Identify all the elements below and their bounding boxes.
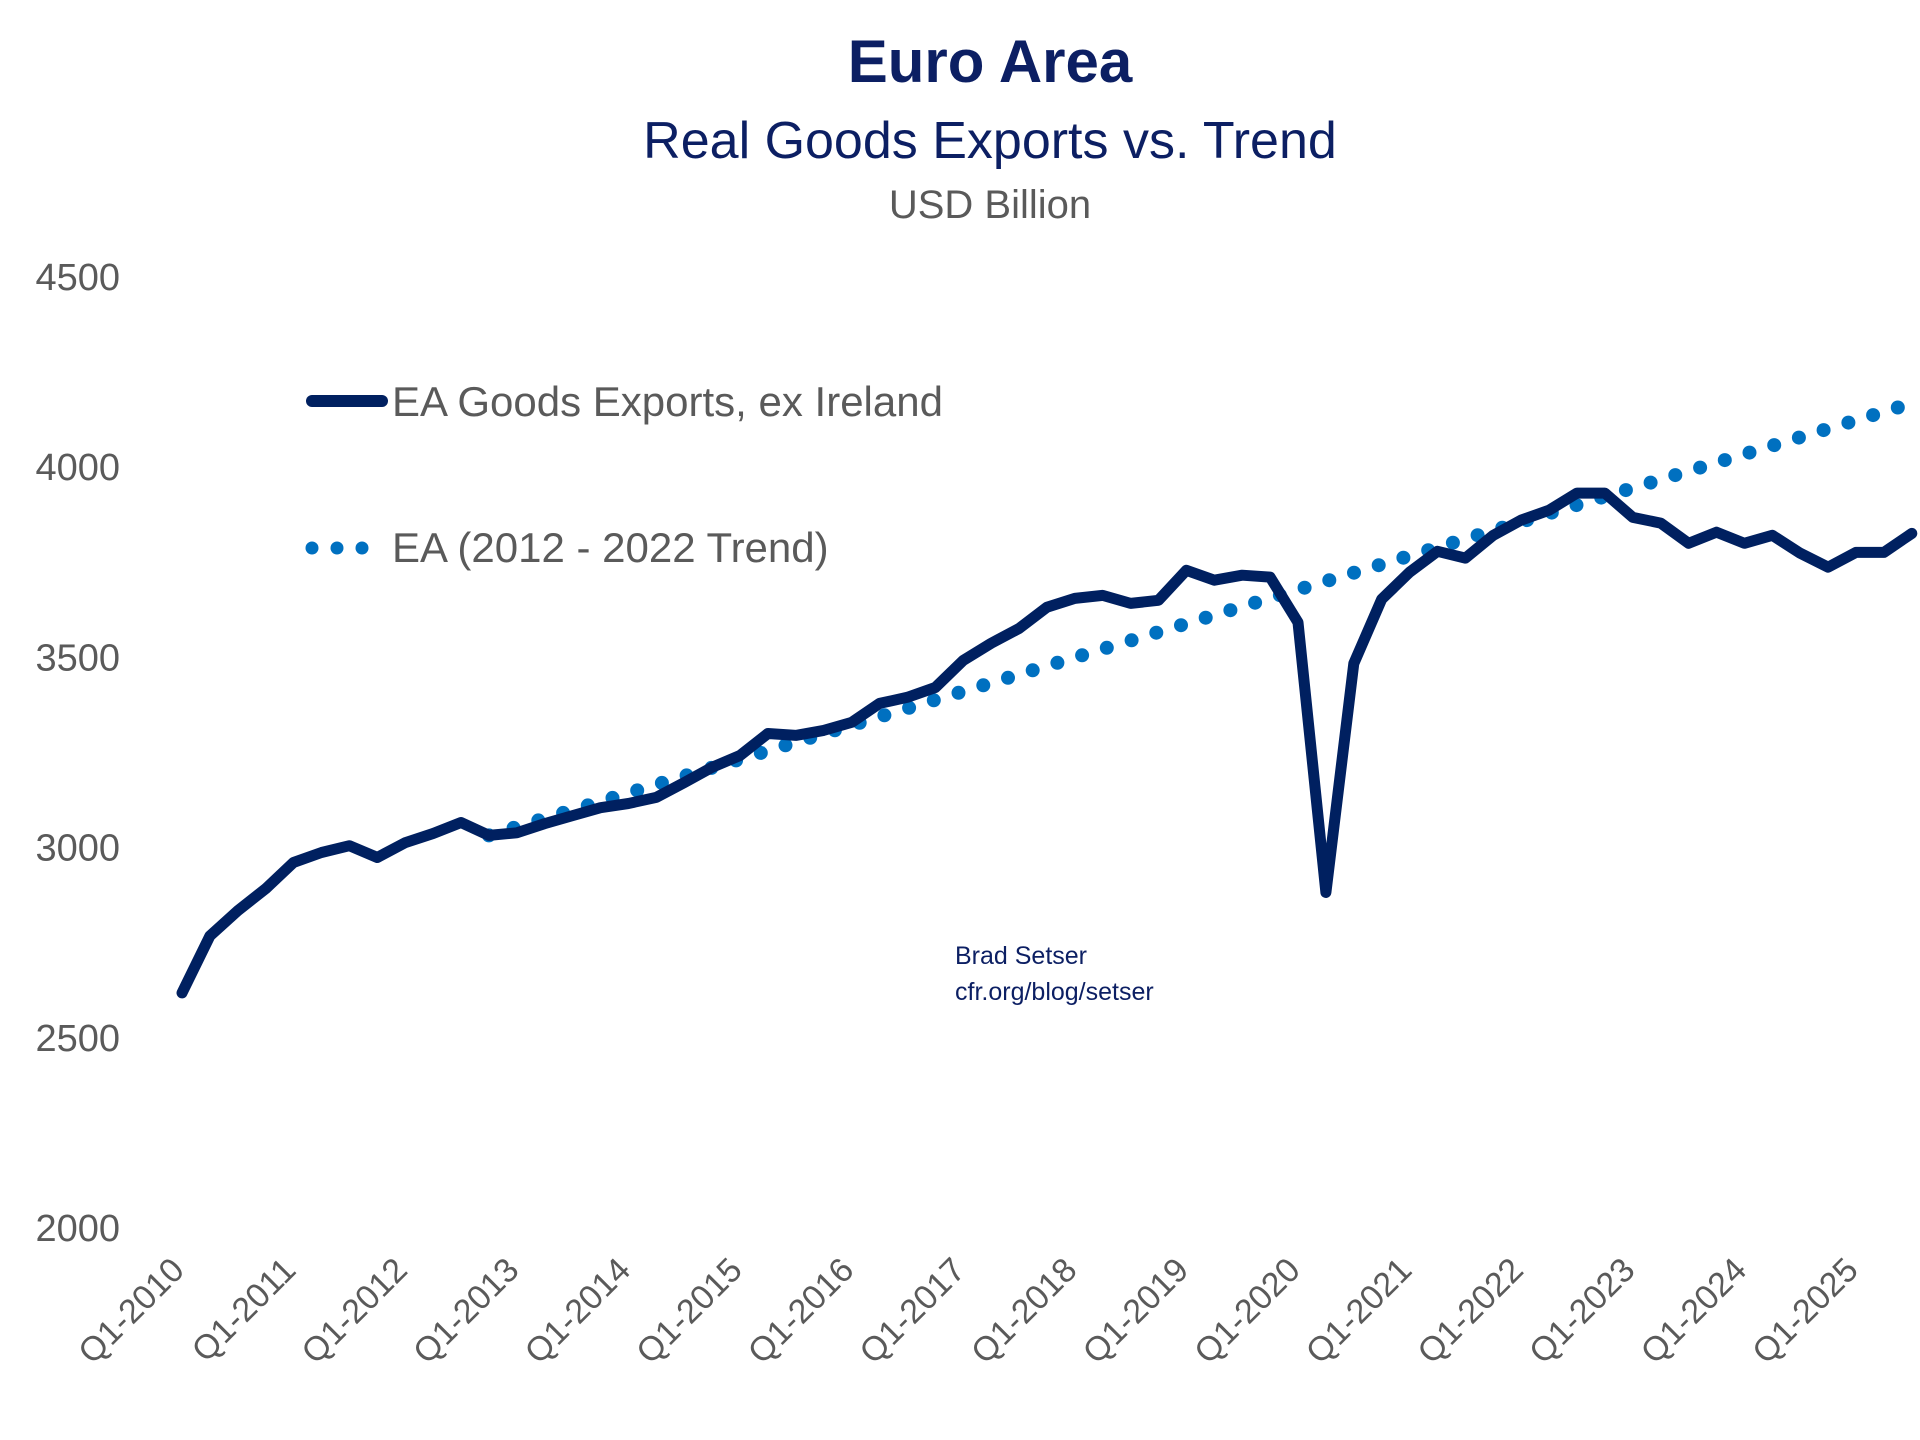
trend-dot	[1618, 483, 1633, 498]
unit-label: USD Billion	[889, 183, 1091, 227]
y-tick-label: 3000	[35, 828, 120, 870]
y-tick-label: 2500	[35, 1018, 120, 1060]
credit-url: cfr.org/blog/setser	[955, 978, 1154, 1006]
chart-title: Euro Area	[848, 28, 1133, 95]
trend-dot	[1223, 603, 1238, 618]
x-tick-label: Q1-2018	[964, 1251, 1084, 1371]
trend-dot	[1297, 580, 1312, 595]
x-axis: Q1-2010Q1-2011Q1-2012Q1-2013Q1-2014Q1-20…	[71, 1251, 1865, 1371]
trend-dot	[1174, 618, 1188, 633]
trend-dot	[1816, 423, 1831, 438]
x-tick-label: Q1-2024	[1634, 1251, 1754, 1371]
trend-dot	[1643, 475, 1658, 490]
x-tick-label: Q1-2025	[1745, 1251, 1865, 1371]
trend-dot	[1099, 640, 1114, 655]
trend-dot	[1668, 468, 1683, 483]
trend-dot	[1742, 445, 1757, 460]
trend-dot	[1445, 535, 1460, 550]
x-tick-label: Q1-2021	[1299, 1251, 1419, 1371]
trend-dot	[1791, 430, 1806, 445]
trend-dot	[902, 700, 917, 715]
legend-label-trend: EA (2012 - 2022 Trend)	[392, 524, 829, 571]
trend-dot	[630, 783, 645, 798]
trend-dot	[1693, 460, 1708, 475]
trend-dot	[1841, 415, 1856, 430]
trend-dot	[1371, 558, 1386, 573]
legend-label-exports: EA Goods Exports, ex Ireland	[392, 378, 943, 425]
y-tick-label: 4500	[35, 257, 120, 299]
legend-swatch-dot	[355, 541, 369, 555]
trend-dot	[1347, 565, 1361, 580]
trend-dot	[1025, 663, 1040, 678]
legend: EA Goods Exports, ex Ireland EA (2012 - …	[305, 378, 943, 571]
x-tick-label: Q1-2019	[1076, 1251, 1196, 1371]
trend-dot	[1075, 648, 1090, 663]
x-tick-label: Q1-2010	[71, 1251, 191, 1371]
legend-swatch-dot	[305, 541, 319, 555]
trend-dot	[1717, 453, 1732, 468]
x-tick-label: Q1-2011	[185, 1251, 304, 1370]
x-tick-label: Q1-2016	[741, 1251, 861, 1371]
trend-dot	[1767, 438, 1782, 453]
y-tick-label: 2000	[35, 1208, 120, 1250]
trend-dot	[877, 708, 892, 723]
trend-dot	[976, 678, 991, 693]
trend-dot	[1890, 400, 1905, 415]
trend-dot	[951, 685, 966, 700]
y-axis: 2000 2500 3000 3500 4000 4500	[35, 257, 120, 1250]
trend-dot	[1001, 670, 1015, 685]
y-tick-label: 4000	[35, 447, 120, 489]
trend-dot	[1322, 573, 1337, 588]
trend-dot	[1866, 408, 1881, 423]
x-tick-label: Q1-2013	[406, 1251, 526, 1371]
x-tick-label: Q1-2015	[629, 1251, 749, 1371]
x-tick-label: Q1-2017	[852, 1251, 972, 1371]
trend-dot	[1248, 595, 1263, 610]
series-line-exports	[176, 487, 1918, 999]
trend-dot	[1050, 655, 1065, 670]
trend-dot	[1198, 610, 1213, 625]
trend-dot	[1396, 550, 1411, 565]
credit-author: Brad Setser	[955, 942, 1087, 970]
x-tick-label: Q1-2023	[1522, 1251, 1642, 1371]
y-tick-label: 3500	[35, 637, 120, 679]
trend-dot	[753, 745, 768, 760]
legend-swatch-dot	[330, 541, 344, 555]
x-tick-label: Q1-2020	[1187, 1251, 1307, 1371]
trend-dot	[926, 693, 941, 708]
chart-subtitle: Real Goods Exports vs. Trend	[643, 112, 1337, 170]
trend-dot	[1149, 625, 1164, 640]
trend-dot	[778, 738, 793, 753]
x-tick-label: Q1-2022	[1410, 1251, 1530, 1371]
x-tick-label: Q1-2014	[518, 1251, 638, 1371]
x-tick-label: Q1-2012	[294, 1251, 414, 1371]
trend-dot	[1124, 633, 1139, 648]
